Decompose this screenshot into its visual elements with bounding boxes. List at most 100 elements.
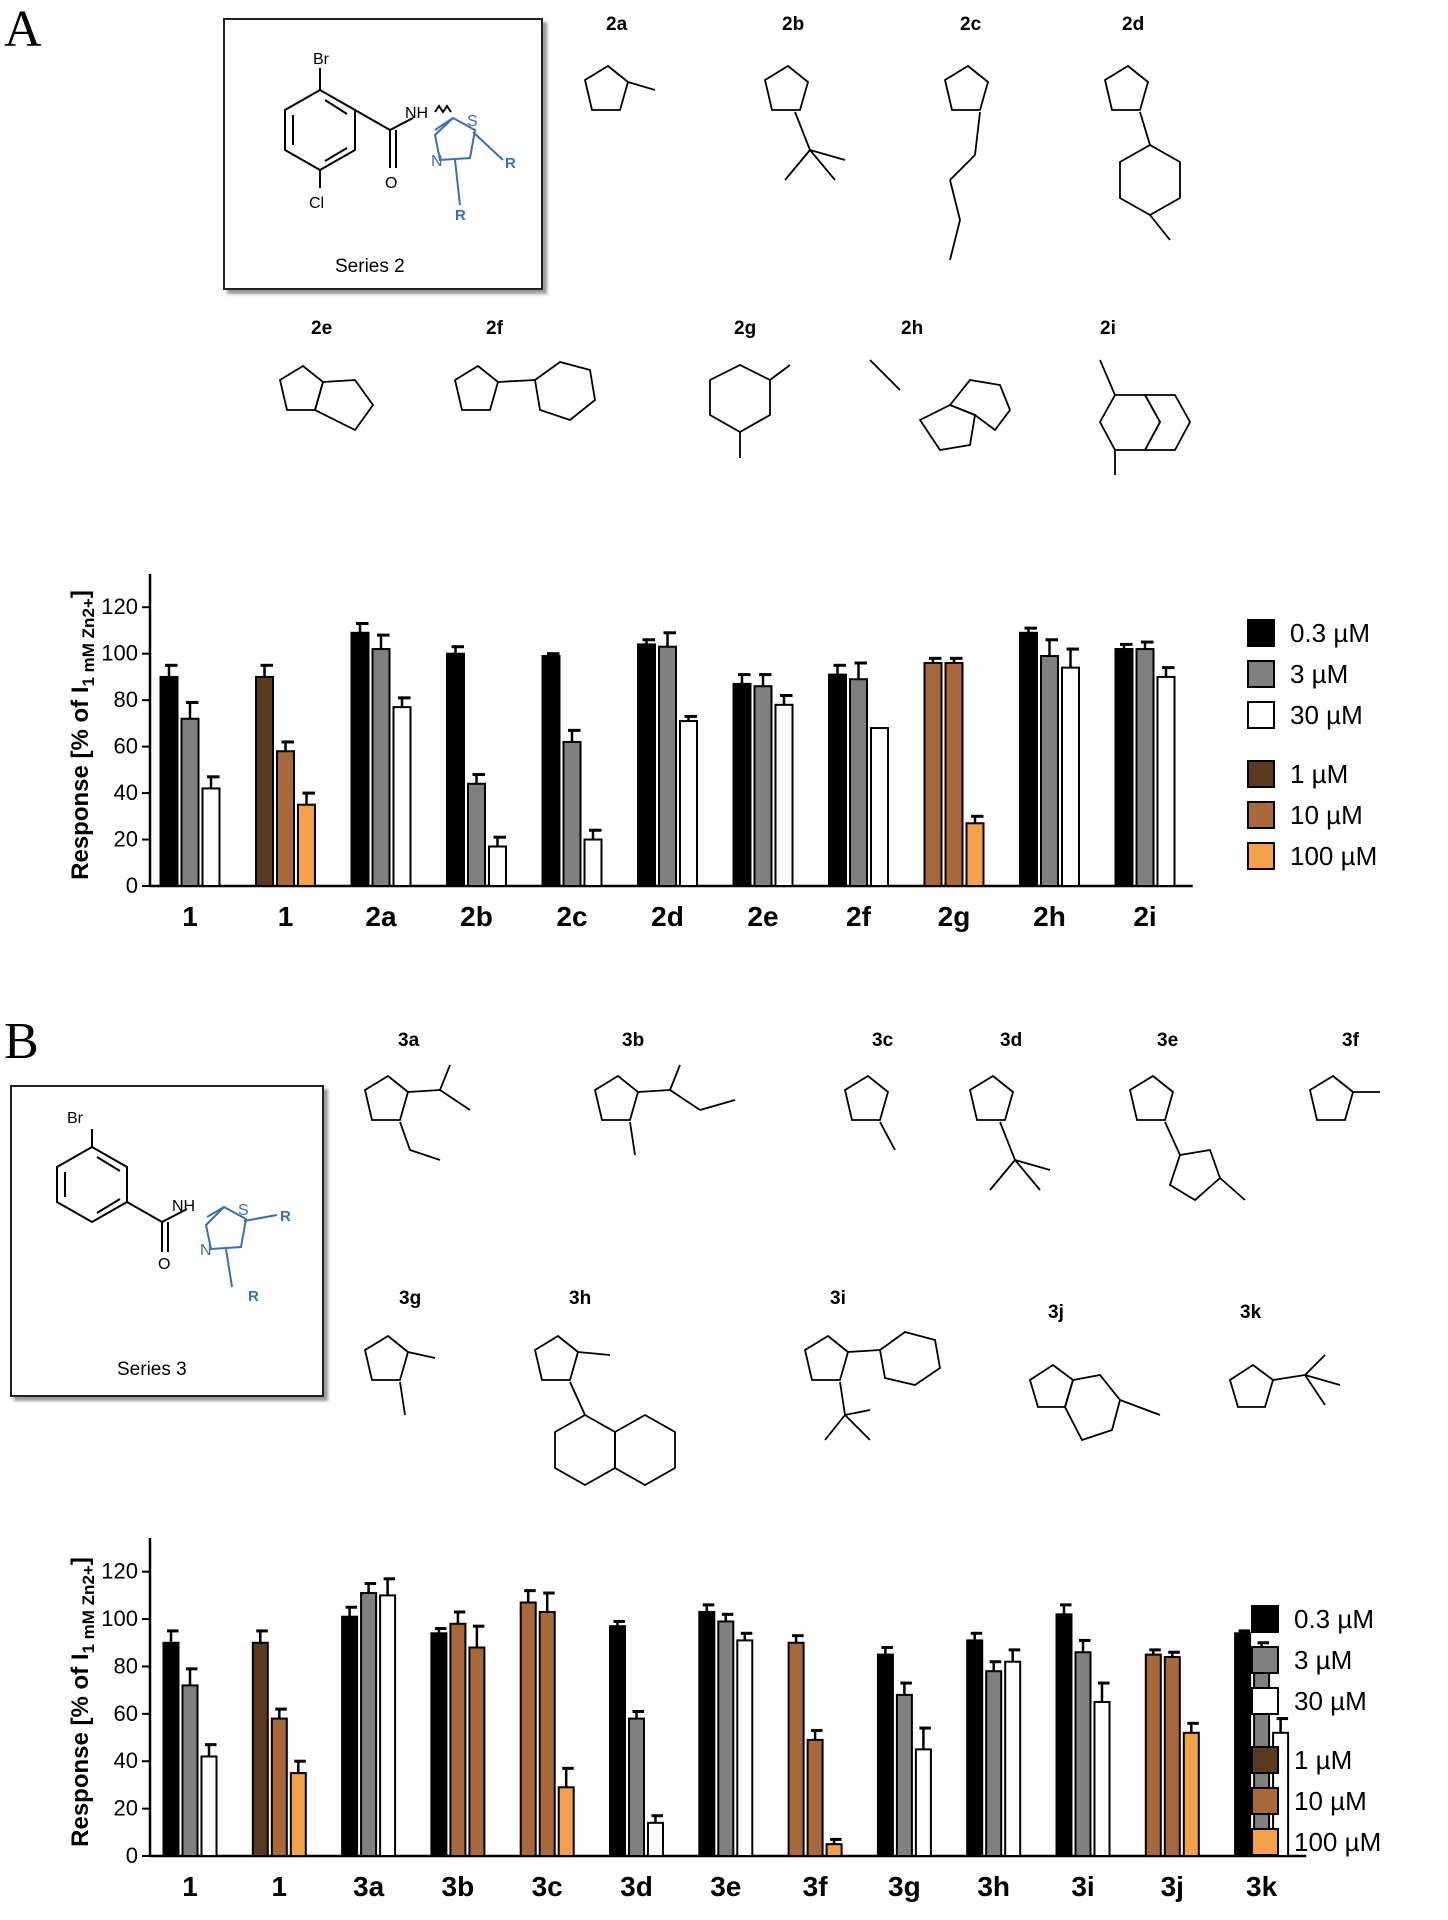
bar [736, 1639, 754, 1858]
y-axis-label: Response [% of I1 mM Zn2+] [67, 590, 98, 880]
x-category-label: 2i [1133, 901, 1156, 932]
legend-swatch [1247, 801, 1275, 829]
bar [895, 1693, 913, 1857]
y-tick-label: 20 [114, 827, 138, 852]
bar [467, 782, 486, 888]
structure-2h [869, 359, 1012, 451]
structure-2f [453, 361, 596, 422]
bar [255, 675, 274, 887]
legend-label: 0.3 µM [1290, 618, 1370, 648]
x-category-label: 3a [353, 1871, 385, 1902]
bar [825, 1843, 843, 1857]
bar [806, 1738, 824, 1858]
compound-label-3j: 3j [1048, 1302, 1064, 1323]
compound-label-2a: 2a [606, 14, 628, 35]
legend-label: 1 µM [1290, 759, 1348, 789]
structure-3f [1308, 1074, 1380, 1121]
bar [732, 682, 752, 888]
scaffold-r2: R [455, 207, 466, 224]
bar [774, 703, 794, 887]
bar [679, 720, 698, 887]
x-category-label: 1 [182, 901, 198, 932]
compound-label-3k: 3k [1240, 1302, 1262, 1323]
bar [1055, 1613, 1073, 1858]
bar [985, 1670, 1003, 1857]
compound-label-3i: 3i [830, 1288, 846, 1309]
x-category-label: 2f [846, 901, 872, 932]
legend-swatch [1251, 1746, 1279, 1774]
legend-swatch [1251, 1787, 1279, 1815]
bar [849, 678, 868, 887]
bar [914, 1748, 932, 1857]
y-tick-label: 0 [126, 1843, 138, 1868]
x-category-label: 1 [182, 1871, 198, 1902]
structure-3a [363, 1064, 471, 1161]
bar [200, 1755, 218, 1857]
scaffold-cl-atom: Cl [309, 195, 324, 212]
legend-swatch [1247, 760, 1275, 788]
structure-3k [1228, 1354, 1341, 1408]
legend-label: 3 µM [1290, 659, 1348, 689]
compound-label-2d: 2d [1122, 14, 1145, 35]
bar [1004, 1660, 1022, 1857]
bar [1074, 1651, 1092, 1857]
compound-label-2f: 2f [486, 318, 503, 339]
structure-2b [763, 64, 846, 181]
bar [1114, 648, 1134, 887]
panel-letter-b: B [4, 1013, 39, 1070]
scaffold-3-o-atom: O [158, 1256, 170, 1273]
legend-swatch [1247, 660, 1275, 688]
compound-label-3d: 3d [1000, 1030, 1023, 1051]
bar [201, 787, 221, 887]
y-tick-label: 120 [101, 594, 138, 619]
bar [698, 1610, 716, 1857]
structure-3d [968, 1074, 1051, 1191]
bar [609, 1625, 626, 1857]
y-tick-label: 60 [114, 1701, 138, 1726]
x-category-label: 3e [710, 1871, 741, 1902]
y-tick-label: 120 [101, 1559, 138, 1584]
compound-label-3a: 3a [398, 1030, 420, 1051]
scaffold-o-atom: O [385, 175, 397, 192]
bar [923, 661, 943, 887]
bar [162, 1641, 180, 1858]
scaffold-3-r1: R [280, 1208, 291, 1225]
bar [468, 1646, 486, 1857]
bar [289, 1772, 307, 1857]
legend-swatch [1251, 1605, 1279, 1633]
legend-swatch [1247, 842, 1275, 870]
bar [876, 1653, 894, 1857]
structure-3b [593, 1064, 736, 1156]
legend-label: 10 µM [1294, 1786, 1367, 1816]
bar [430, 1632, 448, 1857]
bar [1182, 1731, 1200, 1857]
x-category-label: 3f [803, 1871, 829, 1902]
scaffold-3-r2: R [248, 1288, 259, 1305]
bar [1093, 1701, 1111, 1857]
scaffold-n-atom: N [431, 153, 443, 170]
bar [360, 1592, 378, 1857]
legend-label: 3 µM [1294, 1645, 1352, 1675]
y-tick-label: 0 [126, 873, 138, 898]
bar [449, 1622, 467, 1857]
bar [944, 661, 964, 887]
structure-2e [278, 364, 375, 432]
x-category-label: 2h [1033, 901, 1066, 932]
bar [1156, 675, 1176, 887]
x-category-label: 3k [1246, 1871, 1278, 1902]
bar [181, 1684, 199, 1857]
legend-label: 1 µM [1294, 1745, 1352, 1775]
bar [538, 1610, 556, 1857]
scaffold-3-s-atom: S [238, 1202, 249, 1219]
structure-3i [803, 1331, 941, 1441]
compound-label-2c: 2c [960, 14, 982, 35]
x-category-label: 3c [532, 1871, 563, 1902]
bar [628, 1717, 645, 1857]
bar [392, 706, 412, 887]
scaffold-nh-atom: NH [405, 105, 428, 122]
series-3-scaffold-structure: Br O NH S N R R [56, 1110, 291, 1305]
series-2-scaffold-box: Br Cl O NH S N R R Series 2 [223, 18, 543, 290]
y-tick-label: 40 [114, 1748, 138, 1773]
